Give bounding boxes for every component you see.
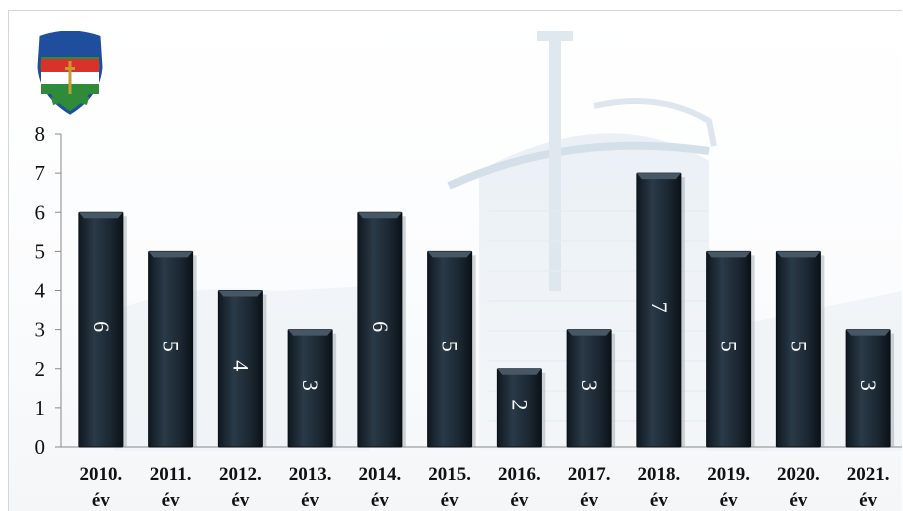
x-tick-label-year: 2014. (359, 464, 402, 485)
bar-data-label: 6 (89, 321, 114, 332)
bar-bevel (776, 251, 821, 258)
y-tick-label: 3 (35, 318, 46, 342)
bar-bevel (357, 212, 402, 219)
y-tick-label: 5 (35, 239, 46, 263)
x-tick-label-year: 2010. (80, 464, 123, 485)
x-tick-label-unit: év (580, 490, 598, 511)
bar-data-label: 2 (507, 399, 532, 410)
x-tick-label-unit: év (720, 490, 738, 511)
bar-data-label: 5 (159, 341, 184, 352)
y-tick-label: 2 (35, 357, 46, 381)
bar-bevel (148, 251, 193, 258)
x-tick-label-year: 2017. (568, 464, 611, 485)
police-logo (37, 31, 103, 115)
bar-chart: 0 1 2 3 4 5 6 7 8 6 2010. év 5 2011. év 4 2012. év 3 2013.… (35, 31, 902, 511)
x-tick-label-year: 2019. (707, 464, 750, 485)
bar-bevel (706, 251, 751, 258)
x-tick-label-unit: év (510, 490, 528, 511)
bar-data-label: 4 (228, 360, 253, 371)
x-tick-label-unit: év (301, 490, 319, 511)
x-tick-label-year: 2020. (777, 464, 820, 485)
x-tick-label-year: 2015. (428, 464, 471, 485)
x-tick-label-unit: év (162, 490, 180, 511)
y-tick-label: 0 (35, 435, 46, 459)
bar-data-label: 3 (298, 380, 323, 391)
bar-bevel (846, 329, 891, 336)
bar-bevel (636, 173, 681, 180)
bar-bevel (567, 329, 612, 336)
x-tick-label-year: 2021. (847, 464, 890, 485)
y-tick-label: 1 (35, 396, 46, 420)
y-tick-label: 7 (35, 161, 46, 185)
y-tick-label: 8 (35, 122, 46, 146)
y-tick-label: 4 (35, 279, 46, 303)
bar-data-label: 6 (368, 321, 393, 332)
bar-data-label: 3 (856, 380, 881, 391)
x-tick-label-year: 2013. (289, 464, 332, 485)
y-tick-label: 6 (35, 200, 46, 224)
x-tick-label-unit: év (92, 490, 110, 511)
bar-bevel (288, 329, 333, 336)
chart-frame: 0 1 2 3 4 5 6 7 8 6 2010. év 5 2011. év 4 2012. év 3 2013.… (8, 10, 902, 511)
x-tick-label-year: 2011. (150, 464, 192, 485)
x-tick-label-unit: év (650, 490, 668, 511)
bar-data-label: 5 (717, 341, 742, 352)
bar-data-label: 5 (438, 341, 463, 352)
x-tick-label-year: 2012. (219, 464, 262, 485)
x-tick-label-unit: év (859, 490, 877, 511)
bar-bevel (427, 251, 472, 258)
x-tick-label-unit: év (231, 490, 249, 511)
bar-data-label: 5 (786, 341, 811, 352)
x-tick-label-year: 2016. (498, 464, 541, 485)
x-tick-label-year: 2018. (638, 464, 681, 485)
bar-bevel (497, 368, 542, 375)
x-tick-label-unit: év (371, 490, 389, 511)
bar-data-label: 7 (647, 302, 672, 313)
x-tick-label-unit: év (441, 490, 459, 511)
bar-data-label: 3 (577, 380, 602, 391)
bar-bevel (218, 290, 263, 297)
x-tick-label-unit: év (789, 490, 807, 511)
bar-bevel (78, 212, 123, 219)
